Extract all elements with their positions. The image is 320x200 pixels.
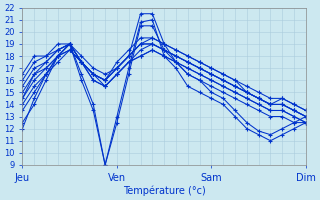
X-axis label: Température (°c): Température (°c) <box>123 185 205 196</box>
